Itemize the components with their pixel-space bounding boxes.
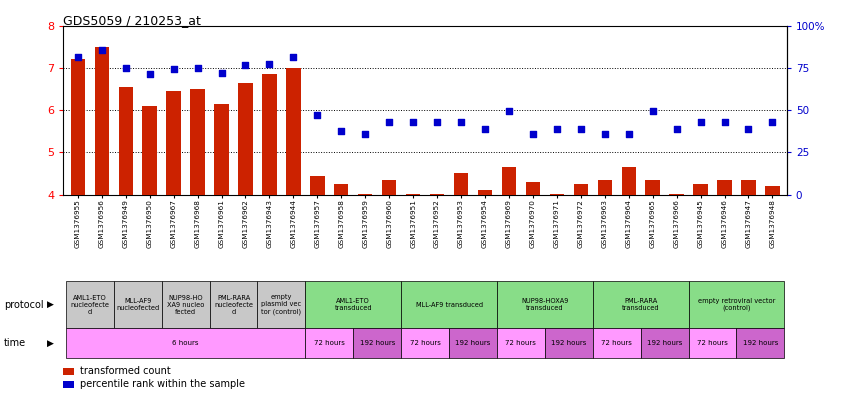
Point	[143, 71, 157, 77]
Point	[717, 119, 731, 125]
Text: 192 hours: 192 hours	[647, 340, 683, 346]
Bar	[142, 106, 157, 195]
Bar	[239, 83, 253, 195]
Point	[71, 54, 85, 61]
Point	[670, 126, 684, 132]
Point	[431, 119, 444, 125]
Point	[95, 47, 108, 53]
Text: 192 hours: 192 hours	[551, 340, 586, 346]
Bar	[190, 89, 205, 195]
Point	[262, 61, 276, 67]
Bar	[382, 180, 397, 195]
Text: 72 hours: 72 hours	[505, 340, 536, 346]
Point	[526, 131, 540, 137]
Bar	[406, 194, 420, 195]
Point	[406, 119, 420, 125]
Text: empty retroviral vector
(control): empty retroviral vector (control)	[698, 298, 775, 311]
Text: empty
plasmid vec
tor (control): empty plasmid vec tor (control)	[261, 294, 301, 315]
Point	[622, 131, 635, 137]
Text: ▶: ▶	[47, 338, 53, 347]
Text: 72 hours: 72 hours	[409, 340, 441, 346]
Point	[334, 128, 348, 134]
Text: NUP98-HO
XA9 nucleo
fected: NUP98-HO XA9 nucleo fected	[167, 295, 204, 314]
Point	[503, 108, 516, 114]
Text: protocol: protocol	[4, 299, 44, 310]
Bar	[310, 176, 325, 195]
Bar	[741, 180, 755, 195]
Bar	[717, 180, 732, 195]
Bar	[669, 194, 684, 195]
Text: AML1-ETO
transduced: AML1-ETO transduced	[334, 298, 372, 311]
Point	[478, 126, 492, 132]
Text: percentile rank within the sample: percentile rank within the sample	[80, 379, 244, 389]
Bar	[574, 184, 588, 195]
Text: 72 hours: 72 hours	[602, 340, 632, 346]
Bar	[262, 74, 277, 195]
Bar	[525, 182, 540, 195]
Text: 192 hours: 192 hours	[743, 340, 778, 346]
Text: 72 hours: 72 hours	[314, 340, 345, 346]
Bar	[597, 180, 612, 195]
Text: MLL-AF9
nucleofected: MLL-AF9 nucleofected	[116, 298, 159, 311]
Bar	[70, 59, 85, 195]
Point	[694, 119, 707, 125]
Bar	[478, 190, 492, 195]
Point	[574, 126, 588, 132]
Bar	[766, 186, 780, 195]
Bar	[645, 180, 660, 195]
Bar	[622, 167, 636, 195]
Text: 72 hours: 72 hours	[697, 340, 728, 346]
Point	[598, 131, 612, 137]
Text: time: time	[4, 338, 26, 348]
Text: 6 hours: 6 hours	[173, 340, 199, 346]
Point	[766, 119, 779, 125]
Bar	[453, 173, 468, 195]
Text: PML-RARA
nucleofecte
d: PML-RARA nucleofecte d	[214, 295, 253, 314]
Bar	[95, 47, 109, 195]
Point	[239, 62, 252, 68]
Bar	[286, 68, 300, 195]
Point	[382, 119, 396, 125]
Point	[191, 64, 205, 71]
Text: 192 hours: 192 hours	[455, 340, 491, 346]
Bar	[334, 184, 349, 195]
Point	[215, 70, 228, 76]
Point	[287, 54, 300, 61]
Point	[454, 119, 468, 125]
Bar	[214, 104, 228, 195]
Bar	[502, 167, 516, 195]
Text: PML-RARA
transduced: PML-RARA transduced	[622, 298, 660, 311]
Bar	[550, 194, 564, 195]
Point	[310, 112, 324, 118]
Point	[742, 126, 755, 132]
Text: transformed count: transformed count	[80, 366, 170, 376]
Point	[167, 66, 180, 72]
Point	[119, 64, 133, 71]
Bar	[167, 91, 181, 195]
Point	[359, 131, 372, 137]
Text: 192 hours: 192 hours	[360, 340, 395, 346]
Text: MLL-AF9 transduced: MLL-AF9 transduced	[415, 301, 482, 308]
Point	[550, 126, 563, 132]
Text: ▶: ▶	[47, 300, 53, 309]
Bar	[694, 184, 708, 195]
Point	[645, 108, 659, 114]
Bar	[430, 194, 444, 195]
Bar	[358, 194, 372, 195]
Text: GDS5059 / 210253_at: GDS5059 / 210253_at	[63, 14, 201, 27]
Text: AML1-ETO
nucleofecte
d: AML1-ETO nucleofecte d	[70, 295, 109, 314]
Bar	[118, 87, 133, 195]
Text: NUP98-HOXA9
transduced: NUP98-HOXA9 transduced	[521, 298, 569, 311]
